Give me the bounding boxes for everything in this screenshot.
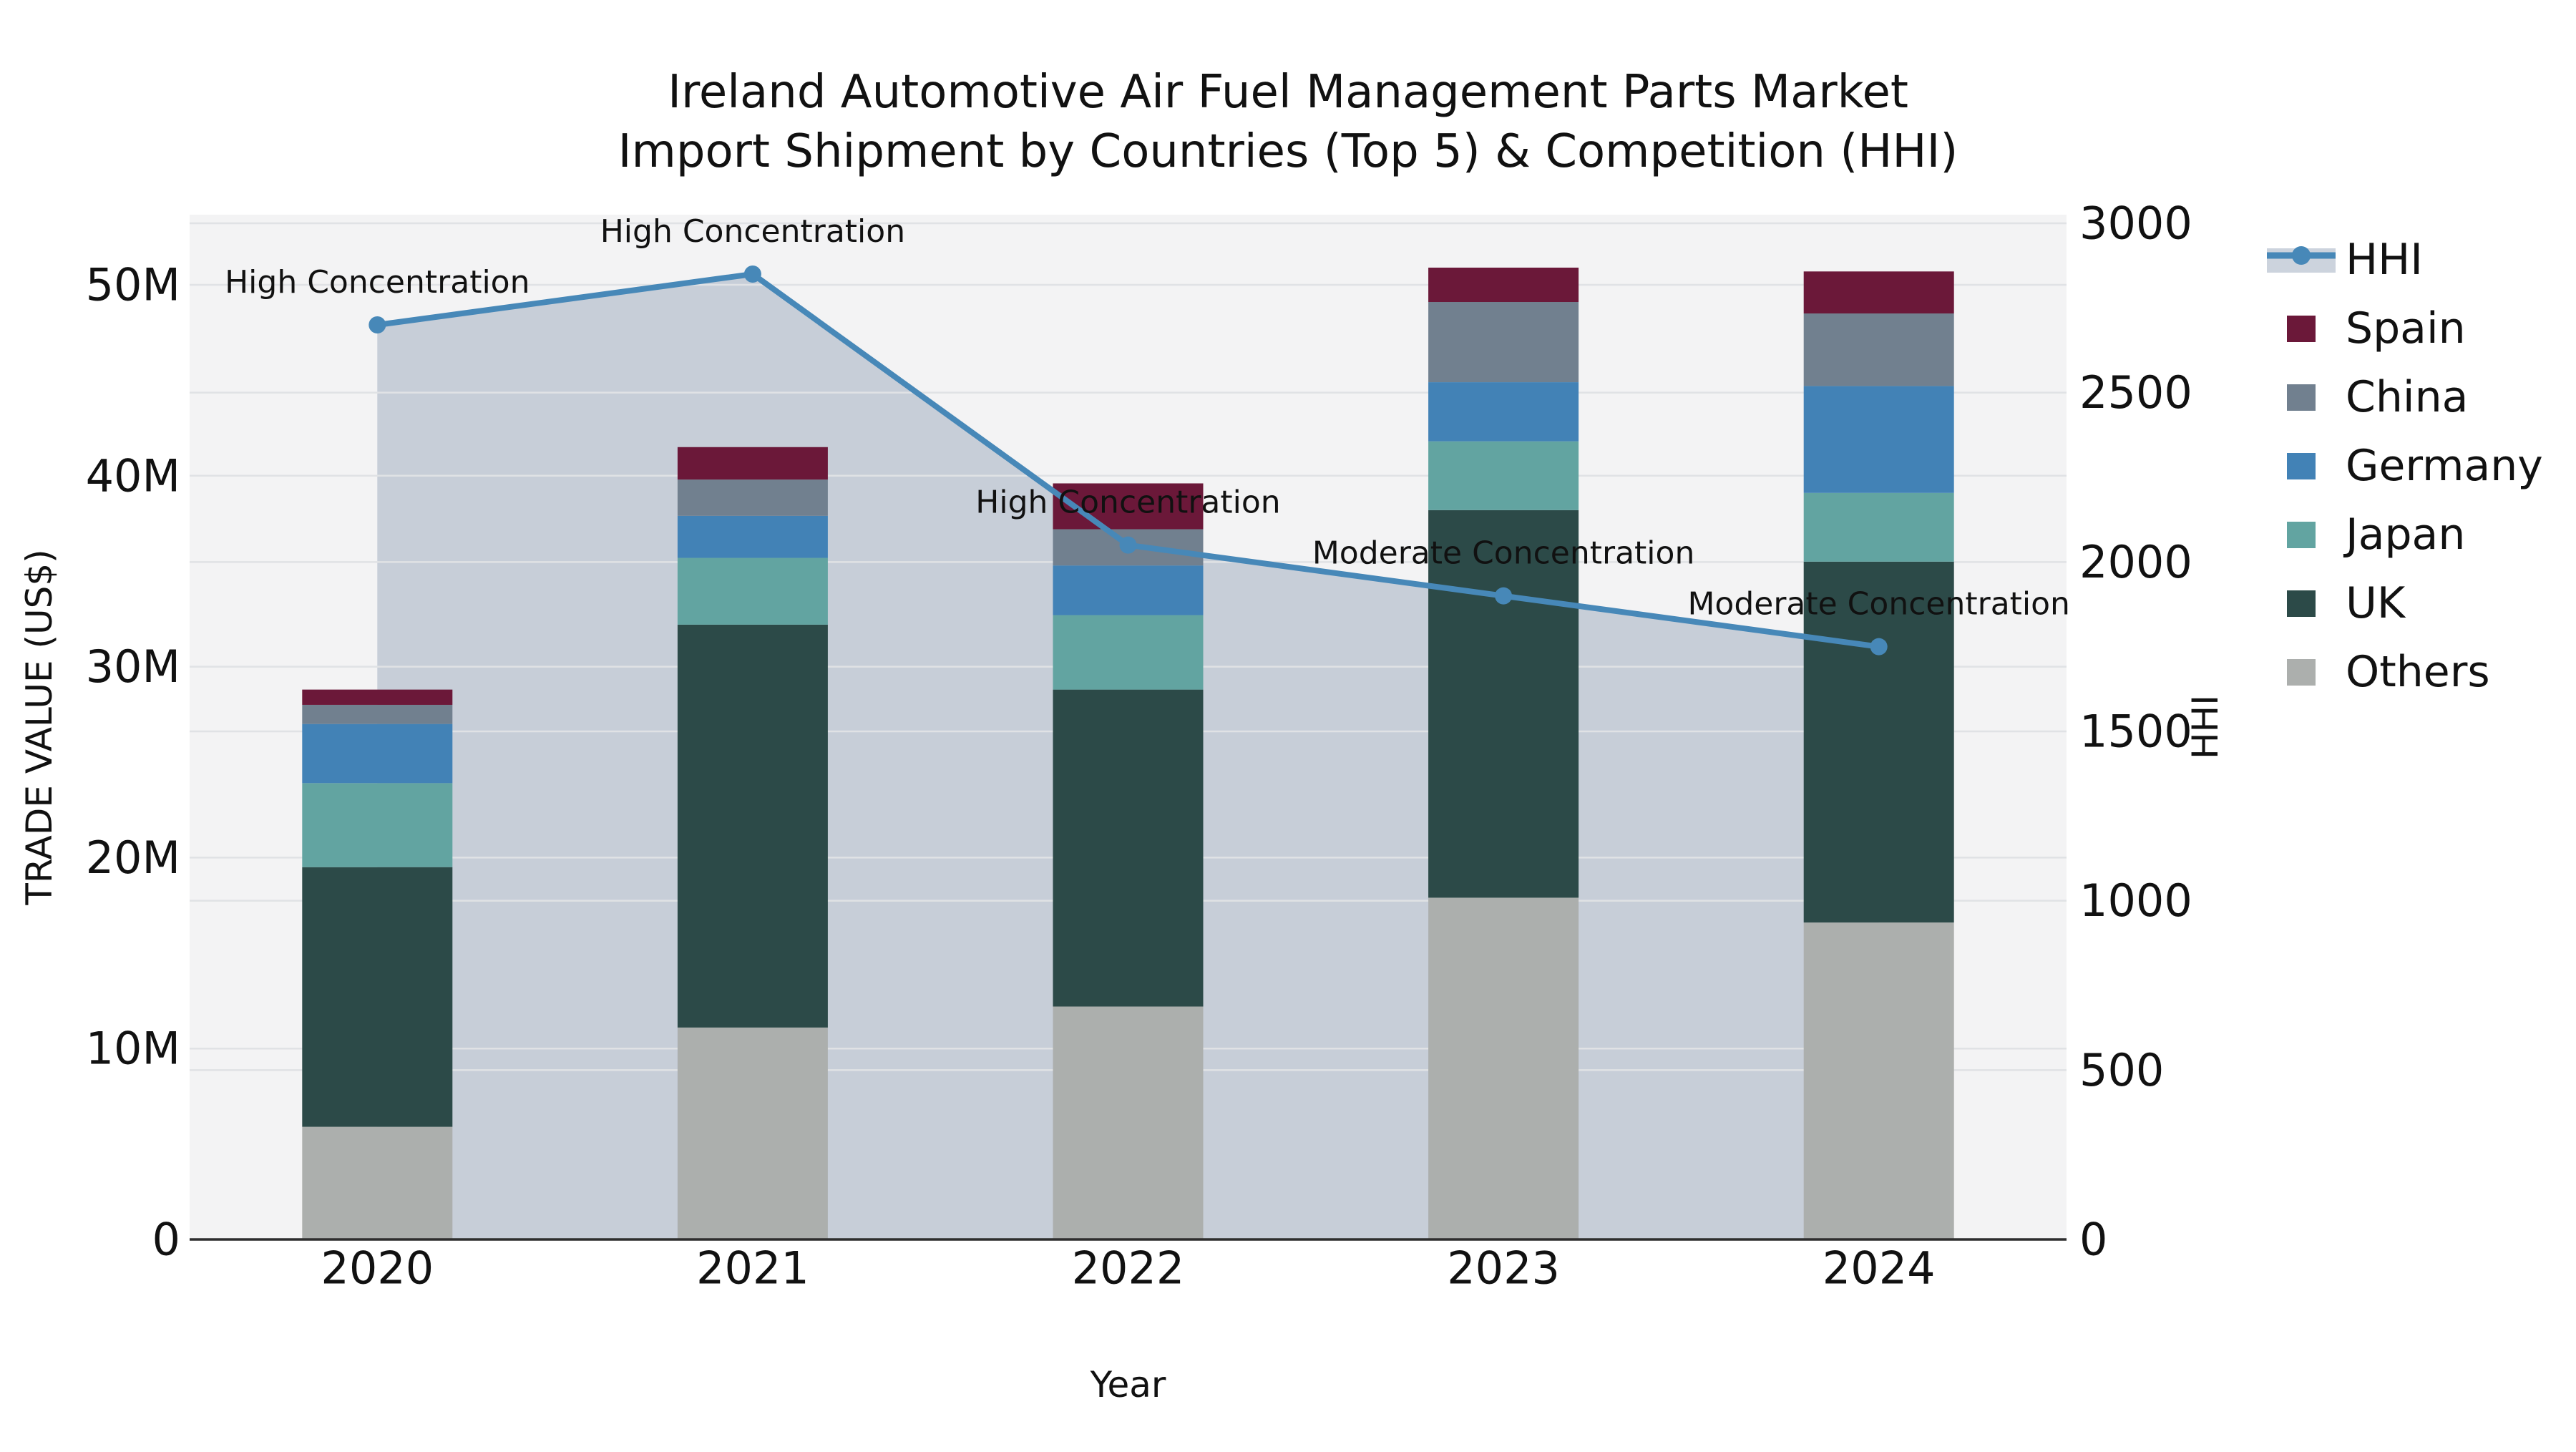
left-tick-30M: 30M	[86, 640, 180, 693]
bar-2020-china	[302, 704, 453, 724]
bar-2021-germany	[677, 515, 828, 558]
annotation-2020: High Concentration	[225, 264, 530, 301]
bar-2020-uk	[302, 867, 453, 1127]
left-axis-title: TRADE VALUE (US$)	[19, 549, 60, 905]
bar-2023-japan	[1428, 441, 1579, 510]
x-tick-2024: 2024	[1823, 1242, 1936, 1295]
bar-2023-china	[1428, 302, 1579, 383]
bar-2021-others	[677, 1027, 828, 1239]
annotation-2024: Moderate Concentration	[1687, 586, 2070, 623]
left-tick-10M: 10M	[86, 1023, 180, 1075]
annotation-2023: Moderate Concentration	[1312, 535, 1695, 572]
bar-2022-others	[1053, 1006, 1204, 1239]
bar-2021-china	[677, 479, 828, 516]
legend-label-germany: Germany	[2346, 441, 2543, 491]
title-line-2: Import Shipment by Countries (Top 5) & C…	[618, 125, 1958, 179]
hhi-marker-2021	[743, 265, 761, 283]
right-tick-0: 0	[2079, 1214, 2107, 1266]
legend-label-japan: Japan	[2343, 510, 2465, 560]
right-tick-3000: 3000	[2079, 198, 2192, 250]
right-axis-title: HHI	[2185, 695, 2226, 759]
legend-swatch-germany	[2287, 453, 2316, 479]
bar-2024-germany	[1803, 386, 1954, 493]
bar-2024-japan	[1803, 492, 1954, 562]
legend-swatch-china	[2287, 384, 2316, 411]
x-tick-2022: 2022	[1072, 1242, 1185, 1295]
title-line-1: Ireland Automotive Air Fuel Management P…	[668, 66, 1908, 119]
bar-2020-japan	[302, 783, 453, 867]
bar-2021-spain	[677, 447, 828, 480]
bar-2023-uk	[1428, 510, 1579, 898]
bar-2024-spain	[1803, 271, 1954, 314]
bar-2021-uk	[677, 624, 828, 1028]
hhi-marker-2023	[1495, 587, 1513, 605]
x-tick-2023: 2023	[1447, 1242, 1560, 1295]
bar-2022-uk	[1053, 689, 1204, 1007]
x-tick-2020: 2020	[321, 1242, 434, 1295]
bar-2020-germany	[302, 723, 453, 784]
bar-2021-japan	[677, 557, 828, 625]
bar-2022-japan	[1053, 615, 1204, 690]
hhi-marker-2024	[1870, 638, 1888, 656]
bar-2023-others	[1428, 897, 1579, 1239]
legend-swatch-others	[2287, 659, 2316, 686]
left-tick-50M: 50M	[86, 259, 180, 311]
legend-swatch-japan	[2287, 522, 2316, 548]
chart-title: Ireland Automotive Air Fuel Management P…	[0, 63, 2576, 182]
hhi-marker-2020	[369, 316, 386, 333]
legend-swatch-uk	[2287, 590, 2316, 617]
left-tick-20M: 20M	[86, 832, 180, 884]
right-tick-2000: 2000	[2079, 536, 2192, 588]
legend-label-others: Others	[2346, 647, 2490, 697]
bar-2024-uk	[1803, 561, 1954, 923]
right-tick-1000: 1000	[2079, 874, 2192, 927]
bar-2022-germany	[1053, 565, 1204, 615]
x-tick-2021: 2021	[696, 1242, 809, 1295]
hhi-marker-2022	[1119, 536, 1137, 554]
legend-swatch-spain	[2287, 316, 2316, 342]
left-tick-0: 0	[152, 1214, 180, 1266]
right-tick-2500: 2500	[2079, 366, 2192, 419]
left-tick-40M: 40M	[86, 449, 180, 502]
legend-label-uk: UK	[2346, 578, 2406, 628]
legend-label-hhi: HHI	[2346, 235, 2423, 285]
x-axis-title: Year	[1090, 1364, 1166, 1405]
bar-2020-others	[302, 1126, 453, 1239]
annotation-2022: High Concentration	[975, 484, 1280, 521]
bar-2024-others	[1803, 922, 1954, 1239]
legend-label-spain: Spain	[2346, 303, 2466, 354]
right-tick-1500: 1500	[2079, 706, 2192, 758]
legend-hhi-marker-sample	[2292, 246, 2311, 265]
legend-label-china: China	[2346, 372, 2468, 422]
right-tick-500: 500	[2079, 1044, 2164, 1096]
bar-2023-spain	[1428, 267, 1579, 303]
bar-2020-spain	[302, 689, 453, 705]
annotation-2021: High Concentration	[600, 213, 905, 250]
bar-2024-china	[1803, 313, 1954, 386]
bar-2023-germany	[1428, 382, 1579, 442]
